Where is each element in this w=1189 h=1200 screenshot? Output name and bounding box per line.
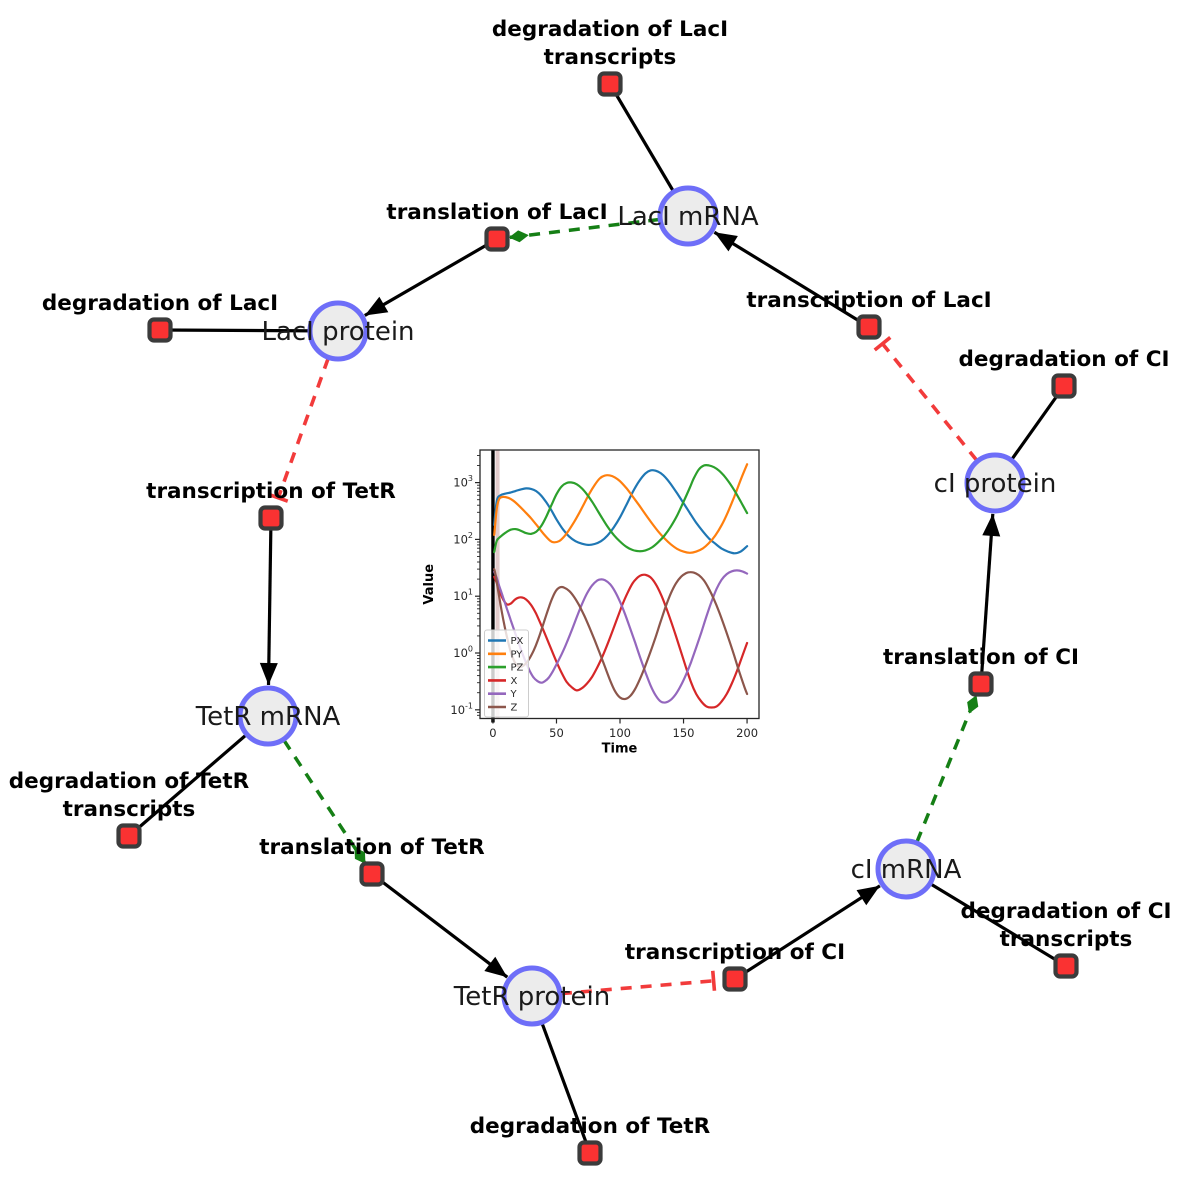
edges-layer xyxy=(127,83,1067,1154)
edge-inhibition-tetr_protein-transc_ci xyxy=(560,970,717,996)
species-node-ci_protein[interactable] xyxy=(964,452,1026,514)
legend: PX PY PZ XYZ xyxy=(484,629,529,718)
reaction-label-deg_laci-line0: degradation of LacI xyxy=(42,291,278,316)
series-line-X xyxy=(493,573,749,709)
legend-label-X: X xyxy=(511,676,518,687)
y-tick-label: 102 xyxy=(453,531,473,547)
inset-plot: 0 50 100 150 200Time10-1100101102103ValuePXP… xyxy=(422,449,760,757)
reaction-label-deg_ci_tx-line0: degradation of CI xyxy=(961,899,1172,924)
species-label-tetr_mrna: TetR mRNA xyxy=(195,702,341,732)
species-label-ci_mrna: cI mRNA xyxy=(851,855,962,885)
reaction-node-transl_laci[interactable] xyxy=(484,226,510,252)
species-node-laci_mrna[interactable] xyxy=(657,185,719,247)
y-tick-label: 100 xyxy=(453,645,473,661)
reaction-node-deg_ci_tx[interactable] xyxy=(1053,953,1079,979)
reaction-label-transc_ci-line0: transcription of CI xyxy=(625,940,845,965)
reaction-node-transc_tetr[interactable] xyxy=(258,505,284,531)
reaction-node-deg_tetr[interactable] xyxy=(577,1140,603,1166)
legend-label-PX: PX xyxy=(511,636,524,647)
species-label-ci_protein: cI protein xyxy=(934,469,1057,499)
legend-label-Z: Z xyxy=(511,703,518,714)
x-tick-label: 200 xyxy=(736,726,758,740)
x-tick-label: 50 xyxy=(549,726,564,740)
edge-consumption-ci_mrna-deg_ci_tx xyxy=(905,867,1067,968)
reaction-label-deg_tetr-line0: degradation of TetR xyxy=(470,1114,711,1139)
edge-activation-ci_mrna-transl_ci xyxy=(915,695,979,843)
species-label-laci_mrna: LacI mRNA xyxy=(617,202,758,232)
edge-production-transc_ci-ci_mrna xyxy=(734,884,881,981)
edge-production-transl_tetr-tetr_protein xyxy=(371,872,509,979)
x-tick-label: 100 xyxy=(609,726,631,740)
legend-label-Y: Y xyxy=(510,689,518,700)
x-tick-label: 150 xyxy=(673,726,695,740)
edge-inhibition-laci_protein-transc_tetr xyxy=(268,357,330,503)
x-tick-label: 0 xyxy=(489,726,496,740)
species-node-ci_mrna[interactable] xyxy=(875,838,937,900)
reaction-label-deg_tetr_tx-line0: degradation of TetR xyxy=(9,769,250,794)
species-node-tetr_protein[interactable] xyxy=(501,965,563,1027)
edge-production-transl_laci-laci_protein xyxy=(363,237,498,317)
reaction-node-transc_ci[interactable] xyxy=(722,966,748,992)
reaction-label-deg_laci_tx-line0: degradation of LacI xyxy=(492,17,728,42)
reaction-label-transl_ci-line0: translation of CI xyxy=(883,645,1079,670)
series-group xyxy=(493,463,749,709)
y-tick-label: 103 xyxy=(453,474,473,490)
reaction-label-deg_ci_tx-line1: transcripts xyxy=(1000,927,1133,952)
edge-consumption-tetr_mrna-deg_tetr_tx xyxy=(127,714,270,838)
reaction-node-deg_tetr_tx[interactable] xyxy=(116,823,142,849)
reaction-label-deg_tetr_tx-line1: transcripts xyxy=(63,797,196,822)
reaction-node-transc_laci[interactable] xyxy=(856,314,882,340)
edge-production-transc_tetr-tetr_mrna xyxy=(259,517,278,686)
reaction-node-deg_laci[interactable] xyxy=(147,317,173,343)
reaction-node-deg_ci[interactable] xyxy=(1051,373,1077,399)
labels-layer: LacI mRNA LacI protein cI protein TetR mRNA… xyxy=(9,17,1172,1139)
legend-label-PZ: PZ xyxy=(511,663,524,674)
species-node-tetr_mrna[interactable] xyxy=(237,685,299,747)
y-tick-label: 101 xyxy=(453,588,473,604)
edge-inhibition-ci_protein-transc_laci xyxy=(873,336,979,462)
species-node-laci_protein[interactable] xyxy=(307,300,369,362)
y-axis-label: Value xyxy=(422,564,437,605)
reaction-node-deg_laci_tx[interactable] xyxy=(597,71,623,97)
reaction-label-transl_tetr-line0: translation of TetR xyxy=(259,835,485,860)
edge-production-transl_ci-ci_protein xyxy=(979,513,1001,685)
edge-activation-laci_mrna-transl_laci xyxy=(508,217,660,243)
reaction-label-transc_tetr-line0: transcription of TetR xyxy=(146,479,396,504)
edge-activation-tetr_mrna-transl_tetr xyxy=(282,739,367,865)
series-line-Z xyxy=(493,568,749,701)
species-label-laci_protein: LacI protein xyxy=(261,317,414,347)
reaction-label-transl_laci-line0: translation of LacI xyxy=(386,200,607,225)
series-line-PY xyxy=(493,463,749,554)
species-label-tetr_protein: TetR protein xyxy=(453,982,610,1012)
reaction-node-transl_ci[interactable] xyxy=(968,671,994,697)
reaction-label-deg_ci-line0: degradation of CI xyxy=(959,347,1170,372)
series-line-PX xyxy=(493,469,749,555)
nodes-layer xyxy=(116,71,1079,1166)
y-tick-label: 10-1 xyxy=(450,701,473,717)
legend-box xyxy=(484,629,529,718)
edge-production-transc_laci-laci_mrna xyxy=(713,230,870,329)
reaction-label-deg_laci_tx-line1: transcripts xyxy=(544,45,677,70)
legend-label-PY: PY xyxy=(511,649,524,660)
x-axis-label: Time xyxy=(602,742,638,757)
series-line-PZ xyxy=(493,463,749,554)
reaction-label-transc_laci-line0: transcription of LacI xyxy=(746,288,991,313)
reaction-node-transl_tetr[interactable] xyxy=(359,861,385,887)
